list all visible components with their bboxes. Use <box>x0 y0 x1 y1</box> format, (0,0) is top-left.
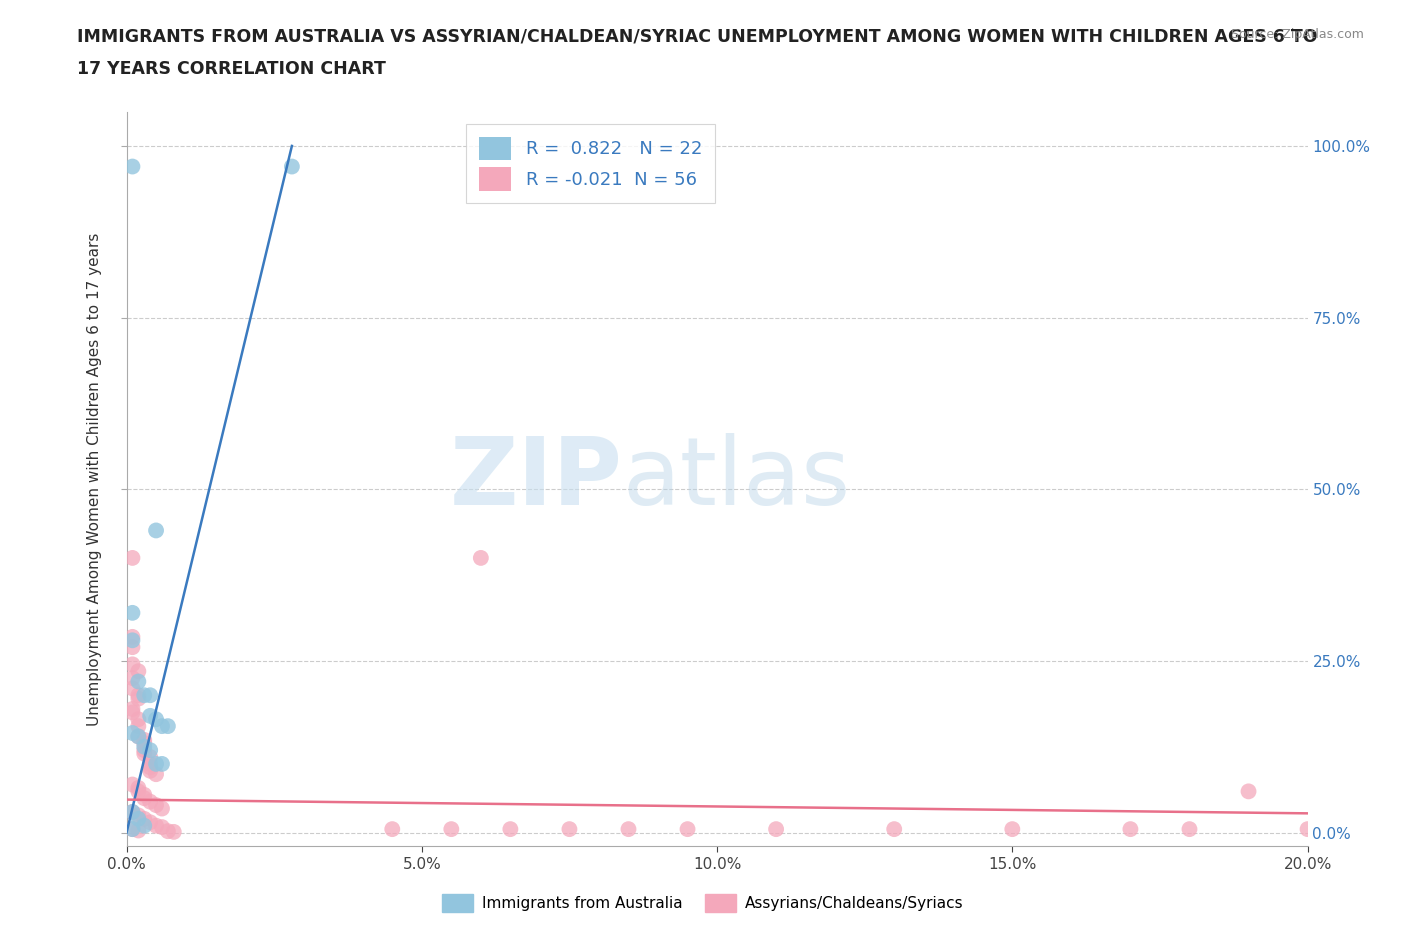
Point <box>134 790 156 805</box>
Point <box>121 657 143 671</box>
Point <box>150 819 173 834</box>
Point <box>150 756 173 771</box>
Point <box>139 756 162 771</box>
Point <box>127 691 149 706</box>
Point <box>1178 822 1201 837</box>
Point <box>1119 822 1142 837</box>
Point <box>121 777 143 792</box>
Point <box>156 824 179 839</box>
Point <box>127 823 149 838</box>
Point <box>139 815 162 830</box>
Point <box>127 688 149 703</box>
Point <box>121 804 143 819</box>
Point <box>121 681 143 696</box>
Text: Source: ZipAtlas.com: Source: ZipAtlas.com <box>1230 28 1364 41</box>
Point <box>121 671 143 685</box>
Point <box>145 766 167 781</box>
Point <box>281 159 304 174</box>
Legend: Immigrants from Australia, Assyrians/Chaldeans/Syriacs: Immigrants from Australia, Assyrians/Cha… <box>436 888 970 918</box>
Point <box>134 688 156 703</box>
Point <box>121 630 143 644</box>
Point <box>765 822 787 837</box>
Point <box>121 159 143 174</box>
Point <box>134 743 156 758</box>
Point <box>134 746 156 761</box>
Point <box>163 824 186 839</box>
Point <box>145 756 167 771</box>
Point <box>150 801 173 816</box>
Point <box>127 664 149 679</box>
Point <box>440 822 463 837</box>
Point <box>156 719 179 734</box>
Point <box>883 822 905 837</box>
Point <box>127 784 149 799</box>
Text: IMMIGRANTS FROM AUSTRALIA VS ASSYRIAN/CHALDEAN/SYRIAC UNEMPLOYMENT AMONG WOMEN W: IMMIGRANTS FROM AUSTRALIA VS ASSYRIAN/CH… <box>77 28 1317 46</box>
Point <box>499 822 522 837</box>
Point <box>121 804 143 819</box>
Point <box>127 780 149 795</box>
Point <box>134 739 156 754</box>
Point <box>134 818 156 833</box>
Point <box>127 811 149 826</box>
Point <box>139 750 162 764</box>
Point <box>134 788 156 803</box>
Point <box>121 822 143 837</box>
Text: atlas: atlas <box>623 433 851 525</box>
Point <box>145 523 167 538</box>
Point <box>139 743 162 758</box>
Point <box>145 818 167 833</box>
Point <box>145 798 167 813</box>
Point <box>139 688 162 703</box>
Point <box>134 811 156 826</box>
Point <box>134 736 156 751</box>
Point <box>676 822 699 837</box>
Point <box>617 822 640 837</box>
Point <box>1001 822 1024 837</box>
Point <box>127 719 149 734</box>
Y-axis label: Unemployment Among Women with Children Ages 6 to 17 years: Unemployment Among Women with Children A… <box>87 232 103 725</box>
Point <box>127 711 149 726</box>
Text: 17 YEARS CORRELATION CHART: 17 YEARS CORRELATION CHART <box>77 60 387 78</box>
Point <box>127 729 149 744</box>
Point <box>121 705 143 720</box>
Point <box>145 711 167 726</box>
Point <box>121 725 143 740</box>
Point <box>139 709 162 724</box>
Point <box>134 733 156 748</box>
Point <box>121 633 143 648</box>
Point <box>121 822 143 837</box>
Point <box>1237 784 1260 799</box>
Point <box>121 551 143 565</box>
Text: ZIP: ZIP <box>450 433 623 525</box>
Point <box>121 701 143 716</box>
Point <box>139 764 162 778</box>
Legend: R =  0.822   N = 22, R = -0.021  N = 56: R = 0.822 N = 22, R = -0.021 N = 56 <box>467 125 714 203</box>
Point <box>121 640 143 655</box>
Point <box>139 760 162 775</box>
Point <box>381 822 404 837</box>
Point <box>127 729 149 744</box>
Point <box>127 808 149 823</box>
Point <box>127 674 149 689</box>
Point <box>121 605 143 620</box>
Point <box>558 822 581 837</box>
Point <box>150 719 173 734</box>
Point <box>470 551 492 565</box>
Point <box>139 794 162 809</box>
Point <box>1296 822 1319 837</box>
